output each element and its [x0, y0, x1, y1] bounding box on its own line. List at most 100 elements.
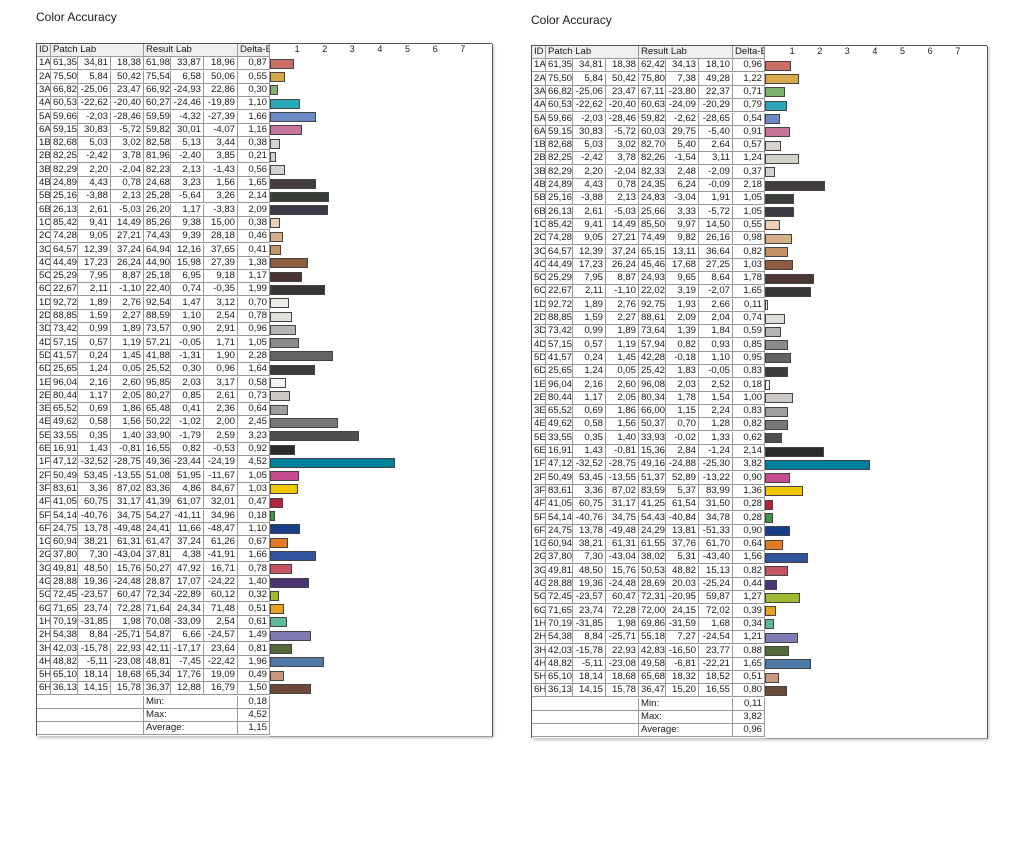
- delta-e-value: 1,05: [733, 192, 765, 206]
- delta-e-bar: [765, 193, 794, 204]
- patch-lab-value: 54,38: [51, 629, 78, 643]
- patch-lab-value: -2,42: [78, 150, 111, 164]
- delta-e-bar: [765, 433, 783, 444]
- result-lab-value: 14,50: [699, 218, 733, 232]
- result-lab-value: 25,66: [639, 205, 666, 219]
- delta-e-value: 0,54: [733, 112, 765, 126]
- patch-lab-value: 41,05: [546, 498, 573, 512]
- patch-lab-value: 9,05: [573, 232, 606, 246]
- patch-lab-value: 37,80: [546, 551, 573, 565]
- patch-lab-value: 37,24: [111, 243, 144, 257]
- result-lab-value: -6,81: [666, 657, 699, 671]
- result-lab-value: 82,70: [639, 139, 666, 153]
- delta-e-value: 2,14: [238, 190, 270, 204]
- delta-e-value: 0,73: [238, 389, 270, 403]
- delta-e-bar: [765, 459, 871, 470]
- patch-lab-value: 25,16: [51, 190, 78, 204]
- patch-lab-value: -31,85: [573, 617, 606, 631]
- result-lab-value: 71,64: [144, 602, 171, 616]
- result-lab-value: 3,12: [204, 296, 238, 310]
- header-id: ID: [37, 44, 51, 57]
- summary-blank: [37, 709, 144, 722]
- delta-e-value: 0,82: [733, 245, 765, 259]
- row-id: 4E: [532, 418, 546, 432]
- result-lab-value: 65,15: [639, 245, 666, 259]
- result-lab-value: 19,09: [204, 669, 238, 683]
- patch-lab-value: 49,62: [51, 416, 78, 430]
- delta-e-value: 0,64: [733, 538, 765, 552]
- patch-lab-value: 2,16: [78, 376, 111, 390]
- patch-lab-value: 74,28: [51, 230, 78, 244]
- delta-e-value: 0,92: [238, 443, 270, 456]
- result-lab-value: 60,27: [144, 97, 171, 111]
- delta-e-bar: [765, 473, 790, 484]
- row-id: 3D: [532, 325, 546, 339]
- patch-lab-value: 88,85: [51, 310, 78, 323]
- row-id: 2D: [37, 310, 51, 323]
- delta-e-bar: [270, 311, 292, 322]
- delta-e-bar: [270, 683, 312, 694]
- row-id: 1D: [37, 296, 51, 310]
- patch-lab-value: -1,10: [606, 285, 639, 299]
- result-lab-value: 73,57: [144, 323, 171, 337]
- patch-lab-value: -15,78: [78, 642, 111, 656]
- delta-e-value: 1,49: [238, 629, 270, 643]
- result-lab-value: 2,13: [171, 163, 204, 177]
- delta-e-value: 1,03: [238, 482, 270, 496]
- summary-label: Average:: [144, 722, 238, 736]
- result-lab-value: 1,56: [204, 177, 238, 190]
- patch-lab-value: 8,87: [606, 272, 639, 286]
- patch-lab-value: 4,43: [78, 177, 111, 190]
- result-lab-value: 5,37: [666, 484, 699, 498]
- result-lab-value: -24,46: [171, 97, 204, 111]
- delta-e-bar: [765, 366, 788, 377]
- delta-e-bar: [270, 550, 316, 561]
- result-lab-value: 92,75: [639, 298, 666, 312]
- patch-lab-value: 26,24: [606, 258, 639, 272]
- result-lab-value: 2,48: [666, 165, 699, 179]
- result-lab-value: -51,33: [699, 524, 733, 538]
- result-lab-value: 15,20: [666, 684, 699, 698]
- patch-lab-value: 5,84: [573, 72, 606, 86]
- patch-lab-value: 57,15: [546, 338, 573, 352]
- patch-lab-value: 50,49: [51, 469, 78, 483]
- result-lab-value: 67,11: [639, 85, 666, 99]
- row-id: 4B: [37, 177, 51, 190]
- delta-e-value: 0,38: [238, 137, 270, 151]
- patch-lab-value: 7,30: [78, 549, 111, 563]
- patch-lab-value: 64,57: [546, 245, 573, 259]
- patch-lab-value: 1,45: [111, 349, 144, 363]
- delta-e-value: 1,65: [733, 657, 765, 671]
- delta-e-value: 2,18: [733, 179, 765, 192]
- result-lab-value: -2,62: [666, 112, 699, 126]
- patch-lab-value: -25,06: [573, 85, 606, 99]
- patch-lab-value: 41,57: [546, 351, 573, 365]
- row-id: 6H: [37, 682, 51, 696]
- patch-lab-value: 73,42: [51, 323, 78, 337]
- row-id: 2D: [532, 312, 546, 325]
- result-lab-value: -31,59: [666, 617, 699, 631]
- result-lab-value: 6,58: [171, 70, 204, 84]
- row-id: 6D: [37, 363, 51, 377]
- patch-lab-value: 34,75: [606, 511, 639, 525]
- result-lab-value: 33,93: [639, 431, 666, 445]
- result-lab-value: 69,86: [639, 617, 666, 631]
- patch-lab-value: 47,12: [546, 458, 573, 472]
- patch-lab-value: 65,10: [51, 669, 78, 683]
- result-lab-value: 0,41: [171, 403, 204, 417]
- patch-lab-value: -25,71: [111, 629, 144, 643]
- patch-lab-value: 38,21: [573, 538, 606, 552]
- row-id: 2H: [37, 629, 51, 643]
- delta-e-bar: [765, 167, 776, 178]
- delta-e-value: 0,96: [733, 59, 765, 73]
- patch-lab-value: 9,41: [573, 218, 606, 232]
- patch-lab-value: 53,45: [573, 471, 606, 485]
- result-lab-value: 22,40: [144, 283, 171, 297]
- patch-lab-value: -1,10: [111, 283, 144, 297]
- result-lab-value: 7,38: [666, 72, 699, 86]
- patch-lab-value: 13,78: [573, 524, 606, 538]
- delta-e-bar: [270, 391, 291, 402]
- row-id: 1D: [532, 298, 546, 312]
- patch-lab-value: 53,45: [78, 469, 111, 483]
- patch-lab-value: 0,05: [606, 365, 639, 379]
